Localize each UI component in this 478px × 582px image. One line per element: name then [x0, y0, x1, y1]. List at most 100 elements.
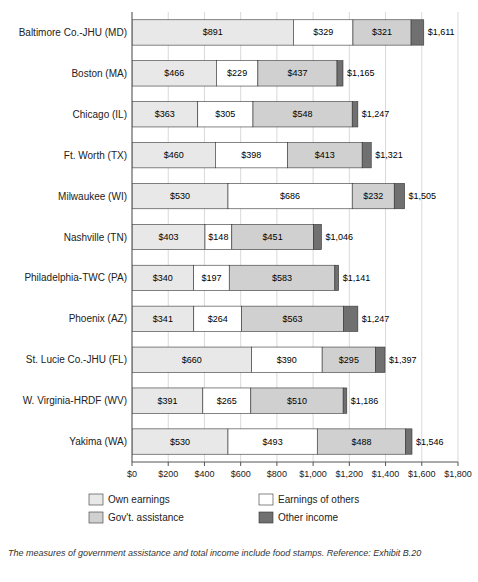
grid-line: [458, 12, 459, 462]
y-axis-line: [132, 12, 133, 462]
bar-segment: [216, 61, 257, 86]
chart: $891$329$321$1,611$466$229$437$1,165$363…: [0, 0, 478, 582]
data-label: $891: [203, 27, 223, 37]
total-label: $1,186: [351, 396, 379, 406]
x-tick-label: $1,600: [408, 469, 436, 479]
tick-mark: [385, 462, 386, 466]
bar-segment: [132, 429, 228, 454]
legend-label: Earnings of others: [278, 494, 359, 505]
bar-segment: [132, 183, 228, 208]
total-label: $1,247: [362, 314, 390, 324]
bar-segment: [287, 143, 362, 168]
data-label: $493: [263, 437, 283, 447]
data-label: $398: [241, 150, 261, 160]
bar-segment: [352, 183, 394, 208]
total-label: $1,546: [416, 437, 444, 447]
total-label: $1,046: [325, 232, 353, 242]
bar-segment: [203, 388, 251, 413]
bar-segment: [132, 61, 216, 86]
data-label: $341: [153, 314, 173, 324]
total-label: $1,321: [375, 150, 403, 160]
tick-mark: [132, 462, 133, 466]
bar-segment: [132, 265, 194, 290]
tick-mark: [276, 462, 277, 466]
category-label: Nashville (TN): [64, 232, 127, 243]
tick-mark: [240, 462, 241, 466]
bar-segment: [251, 388, 343, 413]
legend-label: Other income: [278, 512, 338, 523]
legend-swatch: [259, 512, 273, 523]
data-label: $391: [157, 396, 177, 406]
total-label: $1,141: [343, 273, 371, 283]
bar-segment: [317, 429, 405, 454]
bar-segment: [132, 224, 205, 249]
data-label: $295: [339, 355, 359, 365]
data-label: $264: [208, 314, 228, 324]
data-label: $488: [351, 437, 371, 447]
bar-segment: [252, 347, 323, 372]
data-label: $548: [293, 109, 313, 119]
bar-segment: [353, 20, 411, 45]
total-label: $1,505: [409, 191, 437, 201]
footnote: The measures of government assistance an…: [8, 548, 421, 558]
data-label: $340: [153, 273, 173, 283]
data-label: $530: [170, 191, 190, 201]
data-label: $466: [164, 68, 184, 78]
bar-segment: [335, 265, 339, 290]
x-tick-label: $1,000: [299, 469, 327, 479]
bar-segment: [258, 61, 337, 86]
bar-segment: [242, 306, 344, 331]
total-label: $1,247: [362, 109, 390, 119]
total-label: $1,611: [428, 27, 455, 37]
bar-segment: [228, 183, 352, 208]
data-label: $305: [215, 109, 235, 119]
category-label: Phoenix (AZ): [69, 313, 127, 324]
bar-segment: [132, 102, 198, 127]
legend-label: Own earnings: [108, 494, 170, 505]
category-label: Philadelphia-TWC (PA): [24, 272, 127, 283]
tick-mark: [313, 462, 314, 466]
tick-mark: [458, 462, 459, 466]
legend-swatch: [89, 494, 103, 505]
bar-segment: [376, 347, 385, 372]
data-label: $413: [315, 150, 335, 160]
data-label: $451: [263, 232, 283, 242]
bar-segment: [215, 143, 287, 168]
x-axis-line: [132, 462, 458, 463]
bar-segment: [411, 20, 424, 45]
bar-segment: [313, 224, 321, 249]
bar-segment: [205, 224, 232, 249]
bar-segment: [352, 102, 358, 127]
legend: Own earningsEarnings of othersGov't. ass…: [89, 494, 359, 523]
data-label: $148: [208, 232, 228, 242]
data-label: $563: [283, 314, 303, 324]
category-label: St. Lucie Co.-JHU (FL): [26, 354, 127, 365]
data-label: $403: [158, 232, 178, 242]
bar-segment: [344, 306, 358, 331]
legend-swatch: [89, 512, 103, 523]
legend-swatch: [259, 494, 273, 505]
x-tick-label: $0: [127, 469, 137, 479]
grid: [132, 12, 458, 462]
grid-line: [421, 12, 422, 462]
category-label: W. Virginia-HRDF (WV): [23, 395, 127, 406]
category-label: Ft. Worth (TX): [64, 150, 127, 161]
x-tick-label: $200: [158, 469, 178, 479]
bar-segment: [322, 347, 375, 372]
data-label: $232: [363, 191, 383, 201]
bar-segment: [362, 143, 371, 168]
bar-segment: [253, 102, 352, 127]
x-tick-label: $400: [194, 469, 214, 479]
tick-mark: [349, 462, 350, 466]
bar-segment: [394, 183, 404, 208]
x-tick-label: $1,200: [336, 469, 364, 479]
bar-segment: [132, 347, 252, 372]
x-tick-label: $1,800: [444, 469, 472, 479]
data-label: $265: [217, 396, 237, 406]
category-label: Boston (MA): [71, 68, 127, 79]
data-label: $329: [313, 27, 333, 37]
category-label: Yakima (WA): [69, 436, 127, 447]
data-labels: $891$329$321$1,611$466$229$437$1,165$363…: [153, 27, 455, 446]
tick-mark: [204, 462, 205, 466]
category-label: Baltimore Co.-JHU (MD): [19, 27, 127, 38]
